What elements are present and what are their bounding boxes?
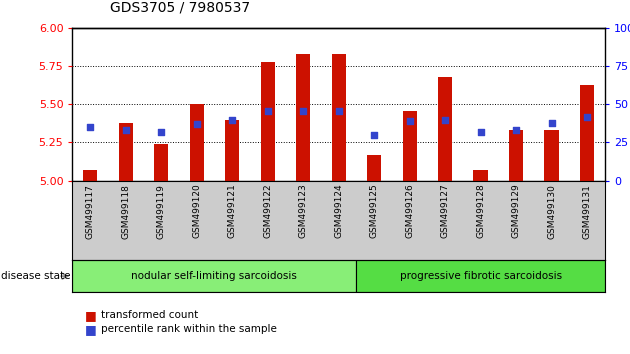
Text: ■: ■ — [85, 309, 97, 321]
Point — [369, 132, 379, 138]
Text: GSM499123: GSM499123 — [299, 184, 307, 239]
Text: GSM499118: GSM499118 — [121, 184, 130, 239]
Point — [85, 125, 95, 130]
Text: transformed count: transformed count — [101, 310, 198, 320]
Text: GSM499121: GSM499121 — [227, 184, 237, 239]
Bar — [190, 104, 203, 181]
Bar — [438, 77, 452, 181]
Text: disease state: disease state — [1, 271, 70, 281]
Text: GSM499120: GSM499120 — [192, 184, 201, 239]
Bar — [357, 260, 605, 292]
Text: GSM499128: GSM499128 — [476, 184, 485, 239]
Bar — [403, 110, 416, 181]
Bar — [83, 170, 97, 181]
Point — [333, 108, 343, 113]
Point — [298, 108, 308, 113]
Point — [511, 127, 521, 133]
Point — [120, 127, 131, 133]
Text: GSM499126: GSM499126 — [405, 184, 414, 239]
Text: GSM499129: GSM499129 — [512, 184, 520, 239]
Text: GSM499119: GSM499119 — [157, 184, 166, 239]
Text: GSM499117: GSM499117 — [86, 184, 94, 239]
Point — [227, 117, 237, 122]
Point — [404, 118, 415, 124]
Bar — [72, 260, 357, 292]
Bar — [331, 54, 346, 181]
Bar — [580, 85, 594, 181]
Point — [440, 117, 450, 122]
Bar — [296, 54, 310, 181]
Bar — [509, 130, 523, 181]
Text: ■: ■ — [85, 323, 97, 336]
Text: progressive fibrotic sarcoidosis: progressive fibrotic sarcoidosis — [399, 271, 562, 281]
Point — [192, 121, 202, 127]
Point — [263, 108, 273, 113]
Bar — [118, 123, 133, 181]
Bar — [261, 62, 275, 181]
Point — [582, 114, 592, 119]
Text: GSM499125: GSM499125 — [370, 184, 379, 239]
Bar — [225, 120, 239, 181]
Bar — [544, 130, 559, 181]
Text: nodular self-limiting sarcoidosis: nodular self-limiting sarcoidosis — [132, 271, 297, 281]
Text: GDS3705 / 7980537: GDS3705 / 7980537 — [110, 0, 250, 14]
Bar — [154, 144, 168, 181]
Text: GSM499131: GSM499131 — [583, 184, 592, 239]
Text: percentile rank within the sample: percentile rank within the sample — [101, 324, 277, 334]
Text: GSM499130: GSM499130 — [547, 184, 556, 239]
Point — [546, 120, 557, 126]
Text: GSM499124: GSM499124 — [334, 184, 343, 238]
Text: GSM499127: GSM499127 — [440, 184, 450, 239]
Text: GSM499122: GSM499122 — [263, 184, 272, 238]
Bar — [367, 155, 381, 181]
Point — [476, 129, 486, 135]
Point — [156, 129, 166, 135]
Bar — [474, 170, 488, 181]
